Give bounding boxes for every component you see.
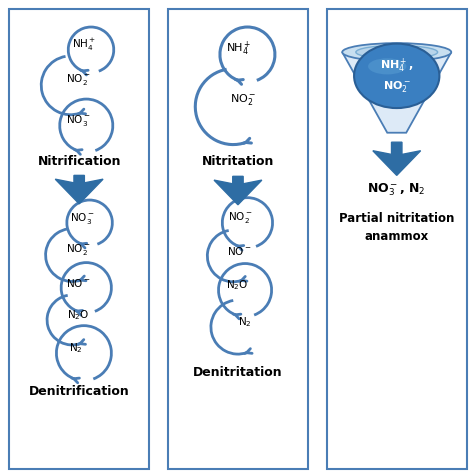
Text: NH$_4^+$: NH$_4^+$ [72, 37, 96, 53]
Text: NH$_4^+$: NH$_4^+$ [227, 40, 252, 58]
Text: NO$_2^-$: NO$_2^-$ [66, 242, 91, 257]
Text: NO$_2^-$: NO$_2^-$ [229, 91, 256, 107]
FancyArrow shape [55, 175, 103, 204]
Text: Nitritation: Nitritation [202, 155, 274, 168]
FancyArrow shape [373, 142, 420, 175]
Text: Partial nitritation
anammox: Partial nitritation anammox [339, 212, 455, 243]
Text: N$_2$O: N$_2$O [67, 308, 90, 322]
Text: Nitrification: Nitrification [37, 155, 121, 168]
Text: N$_2$: N$_2$ [238, 315, 252, 328]
Polygon shape [342, 52, 451, 133]
FancyBboxPatch shape [168, 9, 308, 469]
Text: NO$_2^-$: NO$_2^-$ [228, 210, 252, 225]
Text: NO$_3^-$, N$_2$: NO$_3^-$, N$_2$ [367, 182, 426, 198]
Text: NO$^-$: NO$^-$ [228, 245, 252, 257]
FancyBboxPatch shape [327, 9, 467, 469]
Ellipse shape [354, 44, 439, 108]
Text: NH$_4^+$,
NO$_2^-$: NH$_4^+$, NO$_2^-$ [380, 57, 413, 94]
Text: NO$_3^-$: NO$_3^-$ [66, 113, 91, 128]
Text: N$_2$O: N$_2$O [226, 278, 248, 292]
FancyBboxPatch shape [9, 9, 149, 469]
Ellipse shape [342, 43, 451, 61]
Ellipse shape [368, 58, 406, 74]
FancyArrow shape [214, 176, 262, 205]
Text: Denitritation: Denitritation [193, 365, 283, 379]
Ellipse shape [356, 46, 438, 59]
Text: NO$_3^-$: NO$_3^-$ [70, 211, 95, 226]
Text: N$_2$: N$_2$ [69, 341, 82, 355]
Text: NO$_2^-$: NO$_2^-$ [65, 72, 91, 87]
Text: Denitrification: Denitrification [29, 384, 129, 398]
Text: NO$^-$: NO$^-$ [66, 277, 91, 289]
